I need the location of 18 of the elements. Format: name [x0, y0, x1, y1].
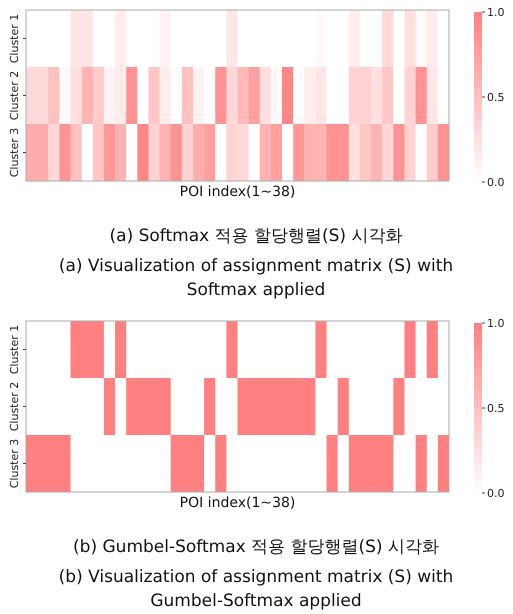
- text: (a) Visualization of assignment matrix (S) with Softmax applied: [58, 256, 454, 300]
- color-bar-label: 1.0: [487, 6, 504, 19]
- text: (b) Visualization of assignment matrix (S) with Gumbel-Softmax applied: [58, 567, 454, 611]
- y-tick-label: Cluster 1: [8, 324, 21, 374]
- color-bar-label: 0.5: [487, 402, 504, 415]
- text: (b) Gumbel-Softmax 적용 할당행렬(S) 시각화: [73, 537, 439, 557]
- y-tick-label: Cluster 2: [8, 382, 21, 432]
- color-bar-label: 0.5: [487, 91, 504, 104]
- y-tick-label: Cluster 3: [8, 128, 21, 178]
- text: (a) Softmax 적용 할당행렬(S) 시각화: [110, 226, 402, 246]
- x-axis-title: POI index(1~38): [180, 495, 296, 511]
- color-bar-label: 1.0: [487, 317, 504, 330]
- y-tick-label: Cluster 1: [8, 14, 21, 64]
- y-tick-label: Cluster 3: [8, 438, 21, 488]
- color-bar-label: 0.0: [487, 487, 504, 500]
- y-tick-label: Cluster 2: [8, 70, 21, 120]
- color-bar-label: 0.0: [487, 176, 504, 189]
- x-axis-title: POI index(1~38): [180, 184, 296, 200]
